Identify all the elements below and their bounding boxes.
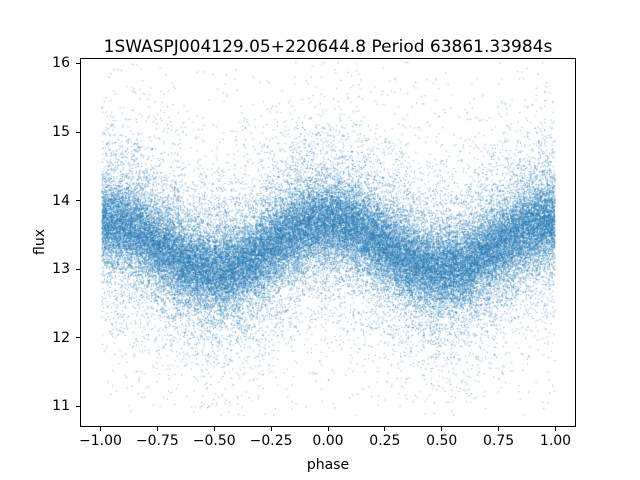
y-tick-mark — [76, 62, 80, 64]
x-tick-label: 0.50 — [426, 433, 458, 449]
x-tick-label: −1.00 — [79, 433, 122, 449]
y-tick-label: 13 — [52, 261, 70, 278]
x-tick-mark — [99, 427, 101, 431]
y-tick-mark — [76, 200, 80, 202]
x-tick-label: −0.75 — [135, 433, 179, 449]
y-tick-label: 12 — [52, 329, 70, 346]
plot-area — [80, 58, 576, 427]
y-tick-mark — [76, 405, 80, 407]
scatter-canvas — [81, 59, 575, 426]
y-tick-mark — [76, 131, 80, 133]
x-tick-label: 0.75 — [483, 433, 515, 449]
y-tick-label: 15 — [52, 124, 70, 141]
x-tick-label: 0.00 — [312, 433, 344, 449]
x-tick-mark — [555, 427, 557, 431]
y-axis-label: flux — [32, 229, 48, 255]
x-tick-label: 1.00 — [539, 433, 572, 449]
x-tick-label: 0.25 — [369, 433, 401, 449]
x-tick-mark — [384, 427, 386, 431]
x-tick-label: −0.25 — [249, 433, 293, 449]
y-tick-mark — [76, 337, 80, 339]
x-axis-label: phase — [306, 457, 350, 473]
x-tick-mark — [270, 427, 272, 431]
y-tick-label: 14 — [52, 192, 70, 209]
x-tick-mark — [498, 427, 500, 431]
x-tick-mark — [156, 427, 158, 431]
plot-title: 1SWASPJ004129.05+220644.8 Period 63861.3… — [103, 37, 553, 57]
x-tick-label: −0.50 — [192, 433, 236, 449]
y-tick-label: 16 — [52, 55, 70, 72]
y-tick-label: 11 — [52, 398, 70, 415]
x-tick-mark — [213, 427, 215, 431]
y-tick-mark — [76, 268, 80, 270]
x-tick-mark — [327, 427, 329, 431]
x-tick-mark — [441, 427, 443, 431]
